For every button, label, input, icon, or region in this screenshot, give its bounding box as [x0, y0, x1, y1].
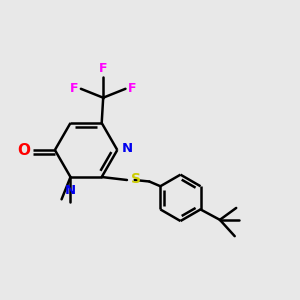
Text: O: O [17, 142, 31, 158]
Text: F: F [99, 61, 107, 74]
Text: F: F [128, 82, 136, 95]
Text: F: F [70, 82, 79, 95]
Text: S: S [130, 172, 140, 186]
Text: N: N [65, 184, 76, 196]
Text: N: N [122, 142, 133, 155]
